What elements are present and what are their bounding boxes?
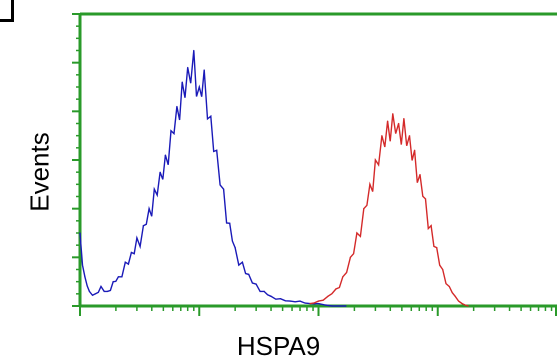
series-1-point	[170, 130, 171, 131]
series-1-point	[149, 208, 150, 209]
series-2-point	[403, 118, 404, 119]
series-1-point	[199, 86, 200, 87]
series-2-point	[398, 123, 399, 124]
series-1-point	[248, 274, 249, 275]
series-1-point	[89, 291, 90, 292]
series-2-point	[369, 184, 370, 185]
series-1-point	[84, 276, 85, 277]
series-1-point	[113, 281, 114, 282]
series-1-point	[210, 116, 211, 117]
series-2-point	[468, 305, 469, 306]
series-2-point	[318, 301, 319, 302]
series-1-point	[229, 223, 230, 224]
series-1-point	[235, 247, 236, 248]
series-1-point	[100, 286, 101, 287]
series-1-point	[345, 305, 346, 306]
series-2-point	[455, 296, 456, 297]
series-1-point	[107, 291, 108, 292]
series-1-point	[95, 293, 96, 294]
series-2-point	[442, 269, 443, 270]
series-2-point	[436, 247, 437, 248]
series-1-point	[187, 67, 188, 68]
series-1-point	[176, 106, 177, 107]
series-2-point	[431, 225, 432, 226]
series-1-point	[318, 303, 319, 304]
series-1-point	[280, 298, 281, 299]
series-2-point	[425, 198, 426, 199]
series-1-point	[299, 301, 300, 302]
histogram-series-1	[80, 51, 346, 307]
series-1-point	[125, 262, 126, 263]
series-1-point	[154, 189, 155, 190]
series-1-point	[264, 291, 265, 292]
series-1-point	[242, 262, 243, 263]
series-2-point	[449, 286, 450, 287]
series-2-point	[414, 150, 415, 151]
series-1-point	[331, 305, 332, 306]
series-1-point	[204, 69, 205, 70]
series-2-point	[309, 303, 310, 304]
series-2-point	[381, 135, 382, 136]
series-2-point	[356, 232, 357, 233]
series-2-point	[375, 159, 376, 160]
series-1-point	[216, 150, 217, 151]
series-1-point	[270, 296, 271, 297]
series-2-point	[335, 288, 336, 289]
series-2-point	[387, 120, 388, 121]
series-1-point	[136, 237, 137, 238]
series-2-point	[327, 296, 328, 297]
series-1-point	[256, 284, 257, 285]
series-1-point	[290, 301, 291, 302]
series-1-point	[160, 172, 161, 173]
series-2-point	[409, 135, 410, 136]
series-1-point	[118, 276, 119, 277]
series-2-point	[350, 257, 351, 258]
series-2-point	[342, 276, 343, 277]
histogram-series-2	[310, 114, 468, 306]
series-2-point	[392, 113, 393, 114]
series-2-point	[461, 303, 462, 304]
series-1-point	[79, 232, 80, 233]
series-1-point	[143, 225, 144, 226]
series-2-point	[363, 208, 364, 209]
series-1-point	[193, 50, 194, 51]
series-1-point	[131, 252, 132, 253]
series-2-point	[419, 174, 420, 175]
series-1-point	[182, 82, 183, 83]
series-1-point	[165, 155, 166, 156]
series-1-point	[223, 189, 224, 190]
